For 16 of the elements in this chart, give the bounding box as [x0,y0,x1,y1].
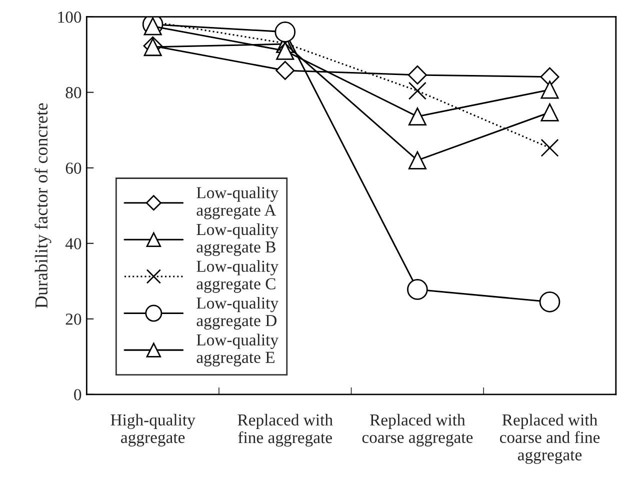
legend-label: Low-quality aggregate D [196,296,278,330]
y-tick-label: 100 [58,12,82,23]
y-tick-label: 80 [66,87,82,98]
x-tick-label: High-quality aggregate [110,414,196,446]
y-tick-label: 0 [74,389,82,400]
legend-label: Low-quality aggregate C [196,260,278,293]
legend-label: Low-quality aggregate E [196,334,278,366]
y-tick-label: 20 [66,314,82,325]
legend-label: Low-quality aggregate B [196,223,278,256]
legend-label: Low-quality aggregate A [196,186,278,220]
y-tick-label: 60 [66,162,82,174]
x-tick-label: Replaced with fine aggregate [238,414,333,447]
x-tick-label: Replaced with coarse aggregate [362,414,473,446]
y-axis-title: Durability factor of concrete [34,103,52,308]
x-tick-label: Replaced with coarse and fine aggregate [500,414,600,464]
y-tick-label: 40 [65,238,82,250]
